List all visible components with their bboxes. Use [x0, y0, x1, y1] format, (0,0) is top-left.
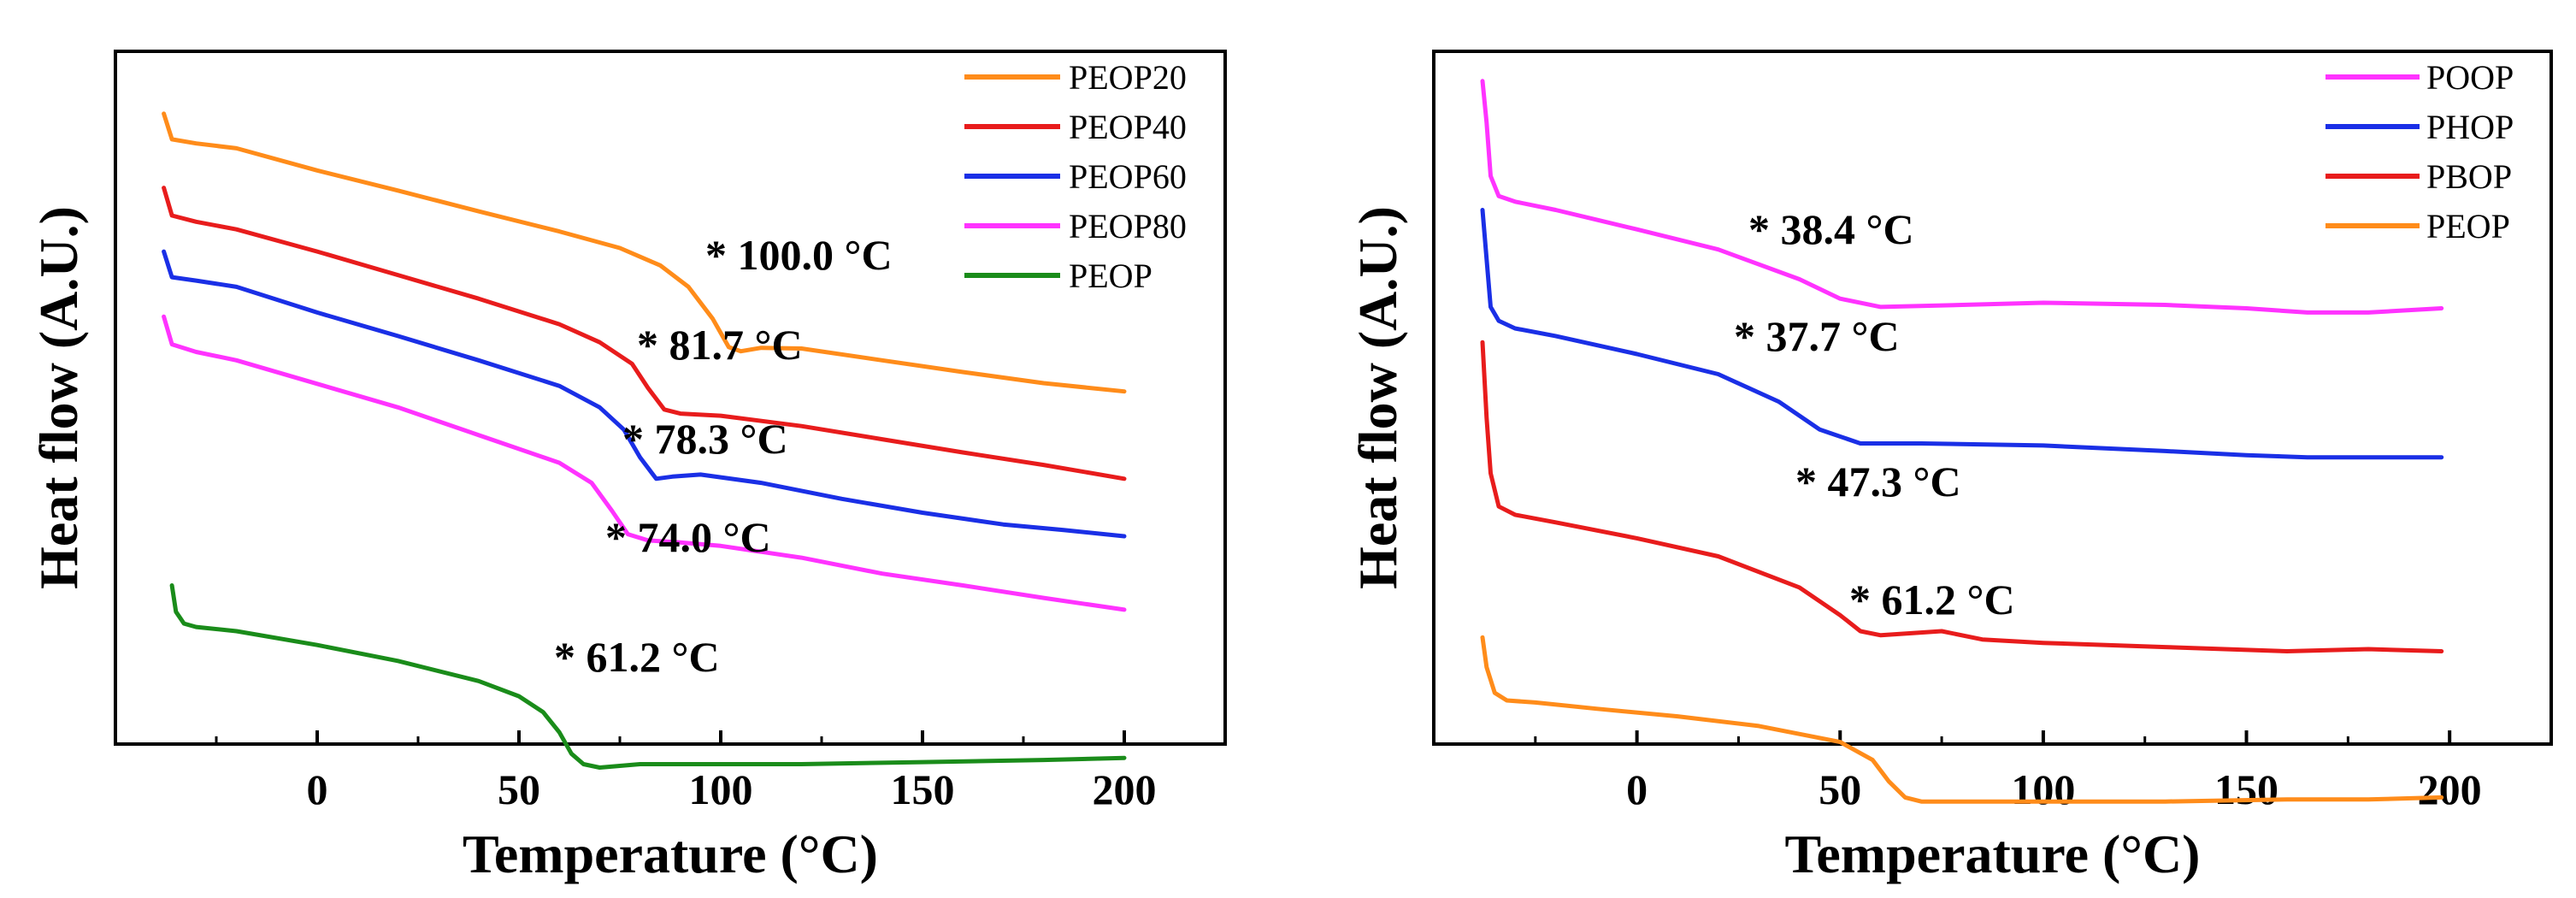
x-axis-title: Temperature (°C) — [1785, 824, 2201, 884]
legend-label: PEOP20 — [1069, 58, 1187, 97]
series-line-peop — [1480, 635, 2444, 804]
legend-label: PEOP — [1069, 257, 1152, 295]
x-tick-label: 150 — [2214, 765, 2278, 813]
y-axis-title: Heat flow (A.U.) — [28, 206, 89, 589]
glass-transition-annotation: * 61.2 °C — [554, 633, 720, 681]
x-tick-label: 200 — [2418, 765, 2482, 813]
x-tick-label: 200 — [1093, 765, 1157, 813]
x-tick-label: 100 — [2011, 765, 2075, 813]
right-chart-panel: 0 50 100 150 200 Temperature (°C) Heat flow (A… — [1347, 50, 2553, 884]
x-axis-title: Temperature (°C) — [463, 824, 878, 884]
x-tick-label: 50 — [1819, 765, 1861, 813]
x-tick-label: 150 — [891, 765, 955, 813]
x-tick-label: 0 — [307, 765, 328, 813]
x-tick-label: 50 — [498, 765, 540, 813]
series-line-poop — [1480, 79, 2444, 315]
legend-label: PEOP80 — [1069, 207, 1187, 245]
glass-transition-annotation: * 78.3 °C — [622, 415, 788, 463]
y-axis-title: Heat flow (A.U.) — [1347, 206, 1408, 589]
glass-transition-annotation: * 100.0 °C — [705, 231, 893, 279]
series-line-peop60 — [162, 249, 1127, 539]
legend-label: PEOP60 — [1069, 157, 1187, 196]
series-line-peop40 — [162, 186, 1127, 481]
glass-transition-annotation: * 38.4 °C — [1748, 205, 1914, 253]
plot-frame — [114, 50, 1227, 746]
x-tick-label: 100 — [689, 765, 753, 813]
plot-frame — [1432, 50, 2553, 746]
left-chart-panel: 0 50 100 150 200 Temperature (°C) Heat flow (A… — [28, 50, 1227, 884]
glass-transition-annotation: * 81.7 °C — [637, 321, 803, 369]
glass-transition-annotation: * 37.7 °C — [1734, 312, 1900, 360]
legend-label: POOP — [2426, 58, 2514, 97]
series-line-peop — [169, 583, 1127, 770]
legend-label: PEOP40 — [1069, 108, 1187, 146]
legend-label: PEOP — [2426, 207, 2510, 245]
glass-transition-annotation: * 61.2 °C — [1849, 576, 2015, 623]
x-tick-label: 0 — [1626, 765, 1648, 813]
series-line-pbop — [1480, 340, 2444, 653]
glass-transition-annotation: * 47.3 °C — [1795, 458, 1961, 505]
legend-label: PBOP — [2426, 157, 2512, 196]
legend-label: PHOP — [2426, 108, 2514, 146]
series-line-peop80 — [162, 314, 1127, 612]
glass-transition-annotation: * 74.0 °C — [605, 513, 771, 561]
series-line-phop — [1480, 208, 2444, 460]
series-line-peop20 — [162, 111, 1127, 394]
